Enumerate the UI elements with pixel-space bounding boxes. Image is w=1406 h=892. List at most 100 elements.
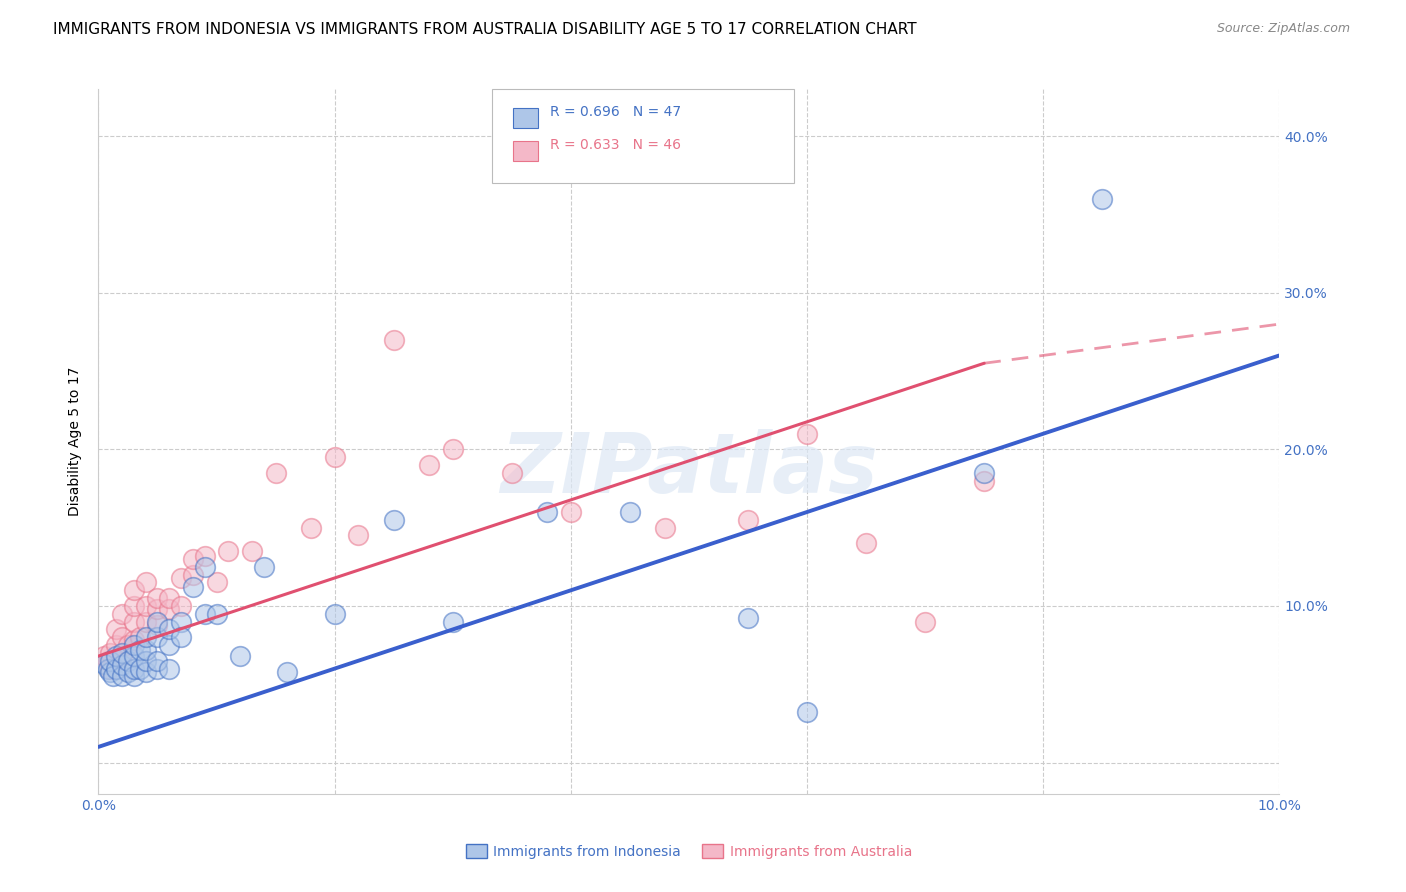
Point bbox=[973, 466, 995, 480]
Point bbox=[194, 607, 217, 621]
Point bbox=[111, 630, 134, 644]
Point bbox=[157, 623, 180, 637]
Point bbox=[157, 602, 180, 616]
Point bbox=[299, 521, 322, 535]
Point bbox=[217, 544, 239, 558]
Text: ZIPatlas: ZIPatlas bbox=[501, 429, 877, 510]
Point bbox=[654, 521, 676, 535]
Point bbox=[914, 615, 936, 629]
Point bbox=[170, 599, 193, 613]
Point bbox=[146, 617, 169, 632]
Point bbox=[135, 630, 157, 644]
Point bbox=[737, 611, 759, 625]
Point bbox=[135, 654, 157, 668]
Point bbox=[418, 458, 440, 472]
Point bbox=[146, 591, 169, 606]
Point bbox=[146, 615, 169, 629]
Point bbox=[170, 571, 193, 585]
Point bbox=[122, 583, 145, 598]
Point bbox=[101, 669, 124, 683]
Point bbox=[122, 633, 145, 648]
Point bbox=[122, 669, 145, 683]
Point bbox=[382, 333, 405, 347]
Point bbox=[619, 505, 641, 519]
Point bbox=[111, 607, 134, 621]
Point bbox=[536, 505, 558, 519]
Point bbox=[855, 536, 877, 550]
Point bbox=[122, 649, 145, 664]
Point bbox=[135, 575, 157, 590]
Point bbox=[111, 646, 134, 660]
Point bbox=[560, 505, 582, 519]
Point bbox=[146, 654, 169, 668]
Point bbox=[181, 567, 204, 582]
Point bbox=[111, 649, 134, 664]
Point bbox=[276, 665, 298, 679]
Point bbox=[181, 552, 204, 566]
Point bbox=[111, 658, 134, 673]
Legend: Immigrants from Indonesia, Immigrants from Australia: Immigrants from Indonesia, Immigrants fr… bbox=[460, 838, 918, 864]
Point bbox=[135, 642, 157, 657]
Point bbox=[146, 630, 169, 644]
Point bbox=[264, 466, 287, 480]
Point bbox=[323, 450, 346, 465]
Point bbox=[170, 615, 193, 629]
Point bbox=[194, 559, 217, 574]
Point bbox=[229, 649, 252, 664]
Point bbox=[122, 638, 145, 652]
Point bbox=[93, 649, 115, 664]
Point bbox=[135, 615, 157, 629]
Point bbox=[122, 615, 145, 629]
Point bbox=[97, 654, 120, 668]
Point bbox=[97, 662, 120, 676]
Point bbox=[157, 638, 180, 652]
Point bbox=[194, 549, 217, 563]
Point bbox=[111, 669, 134, 683]
Point bbox=[117, 654, 139, 668]
Point bbox=[170, 630, 193, 644]
Text: IMMIGRANTS FROM INDONESIA VS IMMIGRANTS FROM AUSTRALIA DISABILITY AGE 5 TO 17 CO: IMMIGRANTS FROM INDONESIA VS IMMIGRANTS … bbox=[53, 22, 917, 37]
Point bbox=[382, 513, 405, 527]
Point bbox=[157, 662, 180, 676]
Point bbox=[105, 649, 128, 664]
Point bbox=[347, 528, 370, 542]
Point bbox=[796, 706, 818, 720]
Point bbox=[122, 662, 145, 676]
Point bbox=[1091, 192, 1114, 206]
Point bbox=[122, 599, 145, 613]
Point bbox=[93, 657, 115, 671]
Point bbox=[181, 580, 204, 594]
Point bbox=[135, 665, 157, 679]
Point bbox=[105, 638, 128, 652]
Point bbox=[117, 665, 139, 679]
Point bbox=[146, 602, 169, 616]
Point bbox=[323, 607, 346, 621]
Point bbox=[117, 638, 139, 652]
Text: Source: ZipAtlas.com: Source: ZipAtlas.com bbox=[1216, 22, 1350, 36]
Point bbox=[98, 662, 121, 676]
Point bbox=[441, 615, 464, 629]
Text: R = 0.696   N = 47: R = 0.696 N = 47 bbox=[550, 104, 681, 119]
Point bbox=[128, 642, 150, 657]
Point bbox=[146, 662, 169, 676]
Point bbox=[128, 630, 150, 644]
Point bbox=[205, 575, 228, 590]
Point bbox=[441, 442, 464, 457]
Point bbox=[973, 474, 995, 488]
Point bbox=[105, 662, 128, 676]
Point bbox=[157, 591, 180, 606]
Point bbox=[205, 607, 228, 621]
Y-axis label: Disability Age 5 to 17: Disability Age 5 to 17 bbox=[69, 367, 83, 516]
Point bbox=[737, 513, 759, 527]
Point bbox=[128, 662, 150, 676]
Point bbox=[501, 466, 523, 480]
Point bbox=[253, 559, 276, 574]
Point bbox=[98, 665, 121, 679]
Point bbox=[796, 426, 818, 441]
Text: R = 0.633   N = 46: R = 0.633 N = 46 bbox=[550, 137, 681, 152]
Point bbox=[98, 646, 121, 660]
Point bbox=[98, 654, 121, 668]
Point bbox=[105, 623, 128, 637]
Point bbox=[135, 599, 157, 613]
Point bbox=[240, 544, 263, 558]
